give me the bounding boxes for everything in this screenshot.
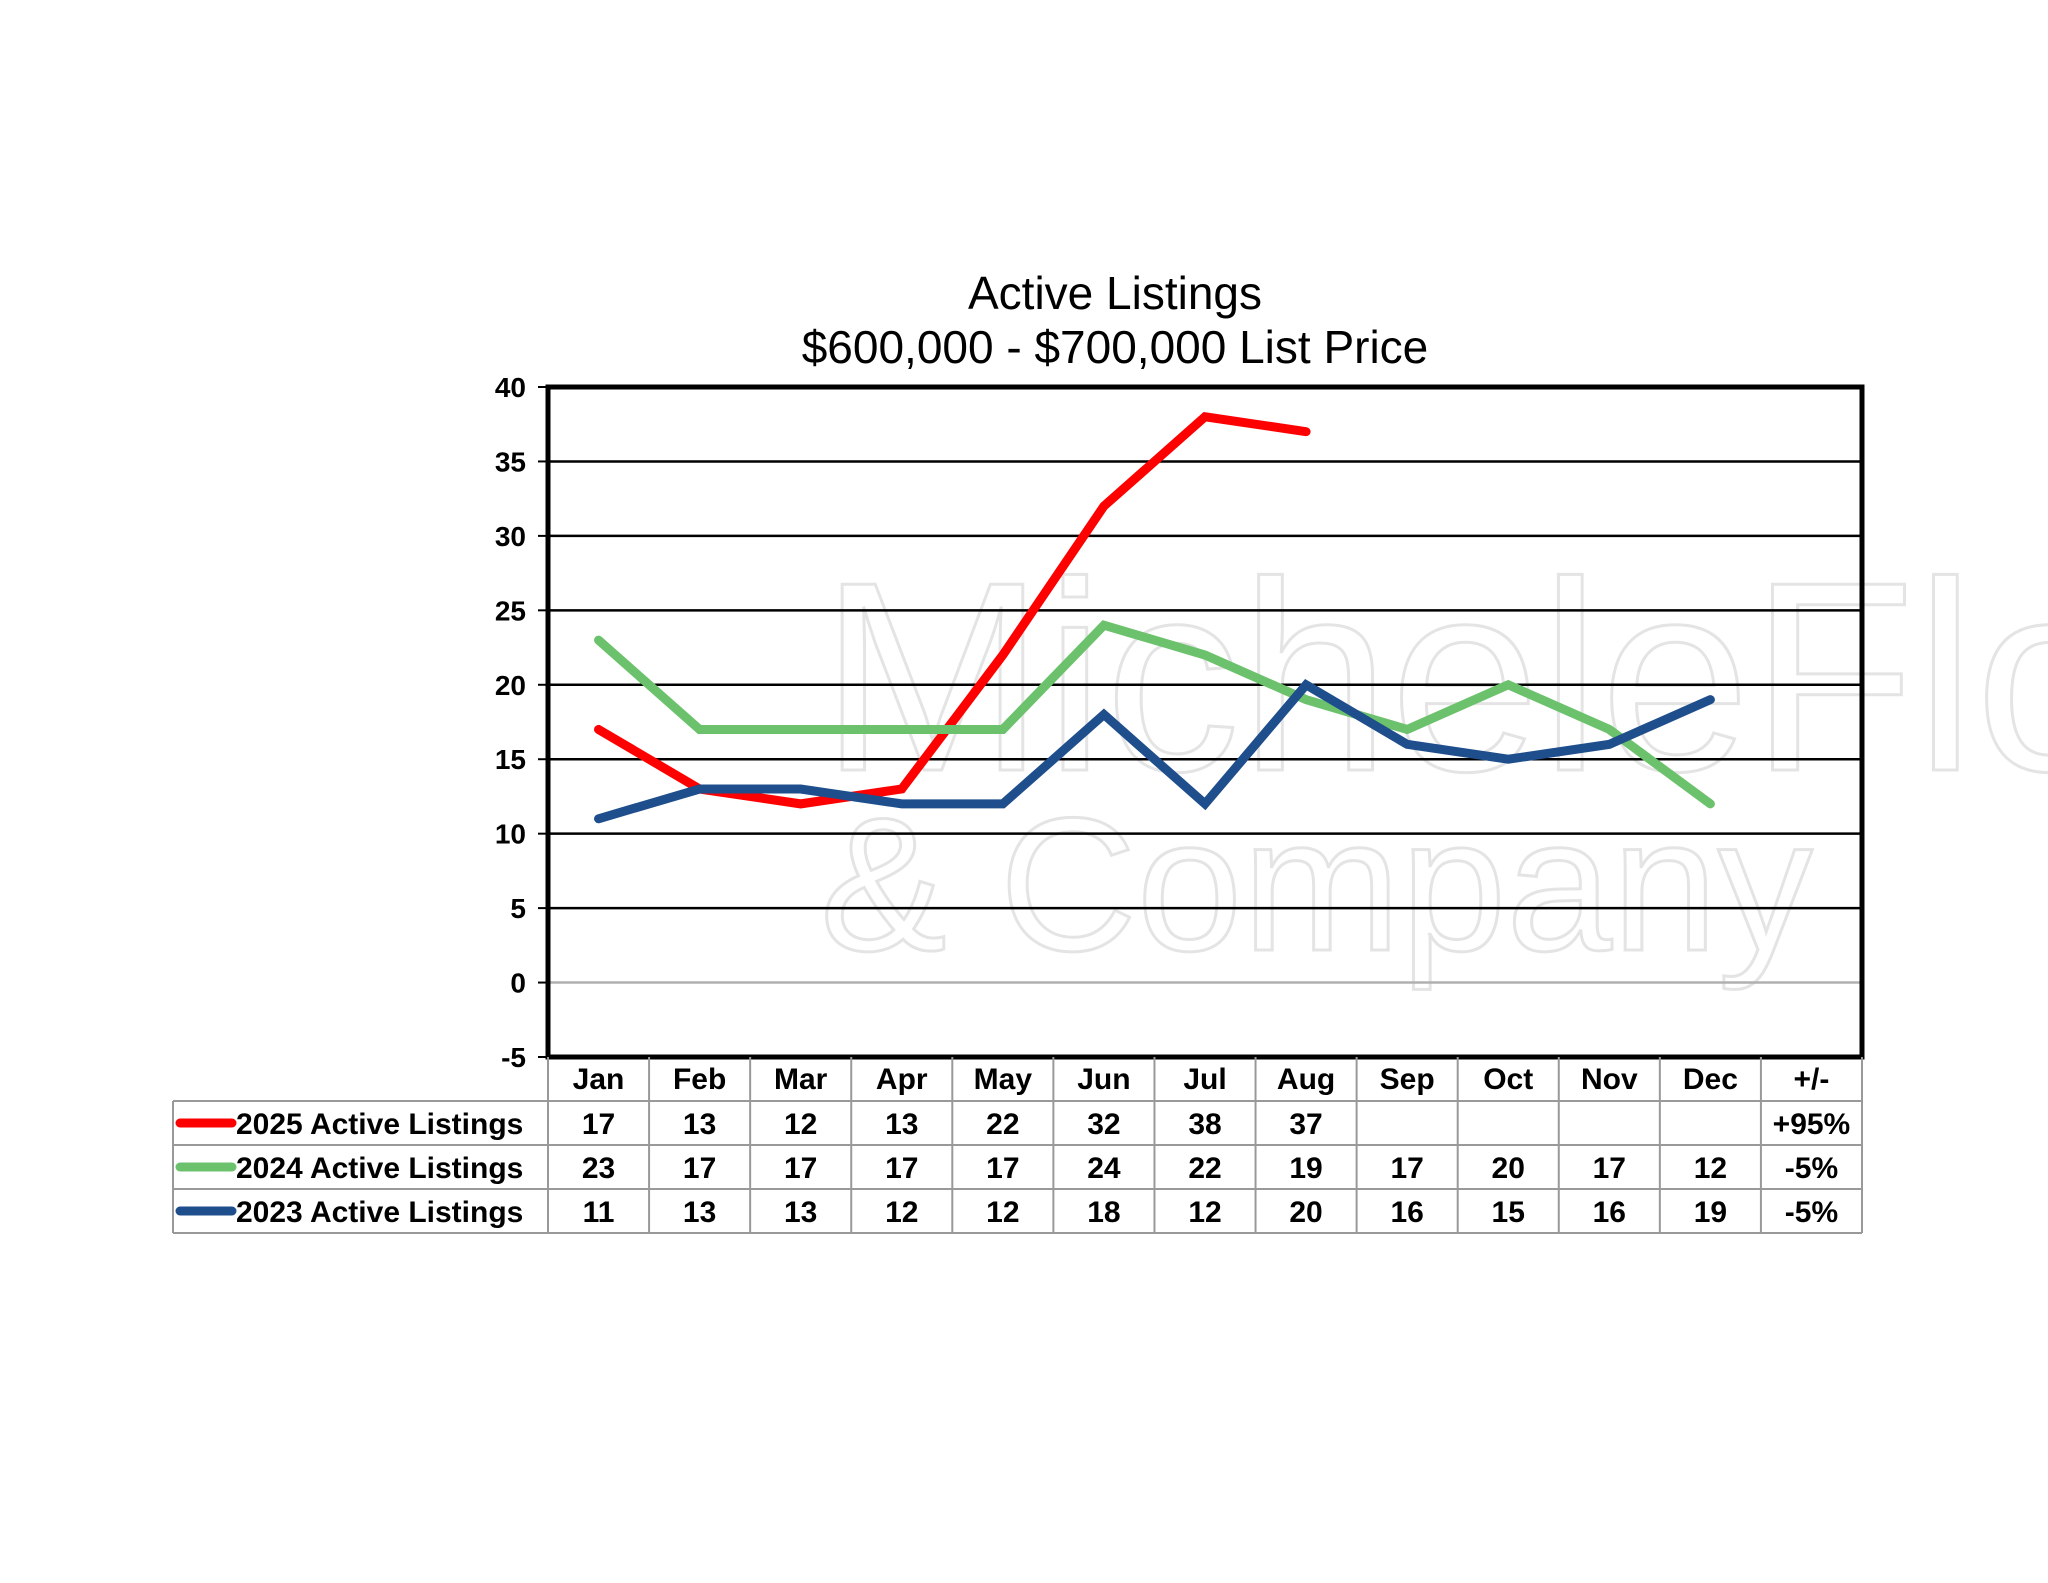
data-label: 13: [683, 1108, 716, 1141]
data-label: 17: [683, 1152, 716, 1185]
y-tick-label: 25: [495, 595, 526, 626]
chart-subtitle: $600,000 - $700,000 List Price: [802, 321, 1429, 373]
x-tick-label: Nov: [1581, 1063, 1638, 1096]
x-tick-label: Feb: [673, 1063, 726, 1096]
series-lines: [594, 412, 1715, 824]
y-tick-label: 40: [495, 372, 526, 403]
watermark-line2: & Company: [820, 779, 1813, 991]
change-value: +95%: [1773, 1108, 1851, 1141]
data-table: Jan Feb Mar Apr May Jun Jul Aug Sep Oct Nov Dec +/- 2…: [172, 1057, 1863, 1234]
data-label: 13: [784, 1196, 817, 1229]
data-label: 17: [582, 1108, 615, 1141]
legend-label: 2025 Active Listings: [236, 1108, 523, 1141]
data-label: 13: [885, 1108, 918, 1141]
x-tick-label: Aug: [1277, 1063, 1335, 1096]
data-label: 12: [1694, 1152, 1727, 1185]
data-label: 16: [1390, 1196, 1423, 1229]
y-axis-ticks: 40 35 30 25 20 15 10 5 0 -5: [495, 372, 548, 1073]
plot-frame: [545, 384, 1865, 1060]
legend-label: 2023 Active Listings: [236, 1196, 523, 1229]
y-tick-label: 0: [510, 968, 526, 999]
chart-title: Active Listings: [968, 267, 1262, 319]
data-label: 13: [683, 1196, 716, 1229]
series-line: [594, 678, 1715, 824]
data-label: 20: [1289, 1196, 1322, 1229]
data-label: 37: [1289, 1108, 1322, 1141]
data-label: 38: [1188, 1108, 1221, 1141]
data-label: 17: [885, 1152, 918, 1185]
data-label: 17: [986, 1152, 1019, 1185]
data-label: 20: [1492, 1152, 1525, 1185]
x-tick-label: Oct: [1483, 1063, 1533, 1096]
data-label: 12: [1188, 1196, 1221, 1229]
data-label: 24: [1087, 1152, 1121, 1185]
change-value: -5%: [1785, 1196, 1838, 1229]
y-tick-label: -5: [501, 1042, 526, 1073]
series-line: [594, 620, 1715, 809]
y-tick-label: 20: [495, 670, 526, 701]
y-tick-label: 30: [495, 521, 526, 552]
data-label: 19: [1694, 1196, 1727, 1229]
data-label: 17: [784, 1152, 817, 1185]
x-tick-label: Jan: [573, 1063, 625, 1096]
x-tick-label: Jul: [1183, 1063, 1226, 1096]
data-label: 32: [1087, 1108, 1120, 1141]
gridlines: [548, 460, 1862, 984]
data-label: 22: [986, 1108, 1019, 1141]
x-tick-label: Apr: [876, 1063, 928, 1096]
y-tick-label: 10: [495, 819, 526, 850]
y-tick-label: 35: [495, 446, 526, 477]
data-label: 17: [1390, 1152, 1423, 1185]
x-tick-label: Jun: [1077, 1063, 1130, 1096]
data-label: 15: [1492, 1196, 1525, 1229]
data-label: 17: [1593, 1152, 1626, 1185]
x-tick-label: Dec: [1683, 1063, 1738, 1096]
data-label: 18: [1087, 1196, 1120, 1229]
x-tick-label: Sep: [1380, 1063, 1435, 1096]
data-label: 23: [582, 1152, 615, 1185]
data-label: 22: [1188, 1152, 1221, 1185]
x-tick-label: May: [974, 1063, 1033, 1096]
change-header: +/-: [1794, 1063, 1830, 1096]
data-label: 11: [583, 1196, 615, 1229]
data-label: 16: [1593, 1196, 1626, 1229]
y-tick-label: 15: [495, 744, 526, 775]
x-tick-label: Mar: [774, 1063, 828, 1096]
change-value: -5%: [1785, 1152, 1838, 1185]
data-label: 19: [1289, 1152, 1322, 1185]
data-label: 12: [885, 1196, 918, 1229]
y-tick-label: 5: [510, 893, 526, 924]
data-label: 12: [784, 1108, 817, 1141]
data-label: 12: [986, 1196, 1019, 1229]
legend-label: 2024 Active Listings: [236, 1152, 523, 1185]
